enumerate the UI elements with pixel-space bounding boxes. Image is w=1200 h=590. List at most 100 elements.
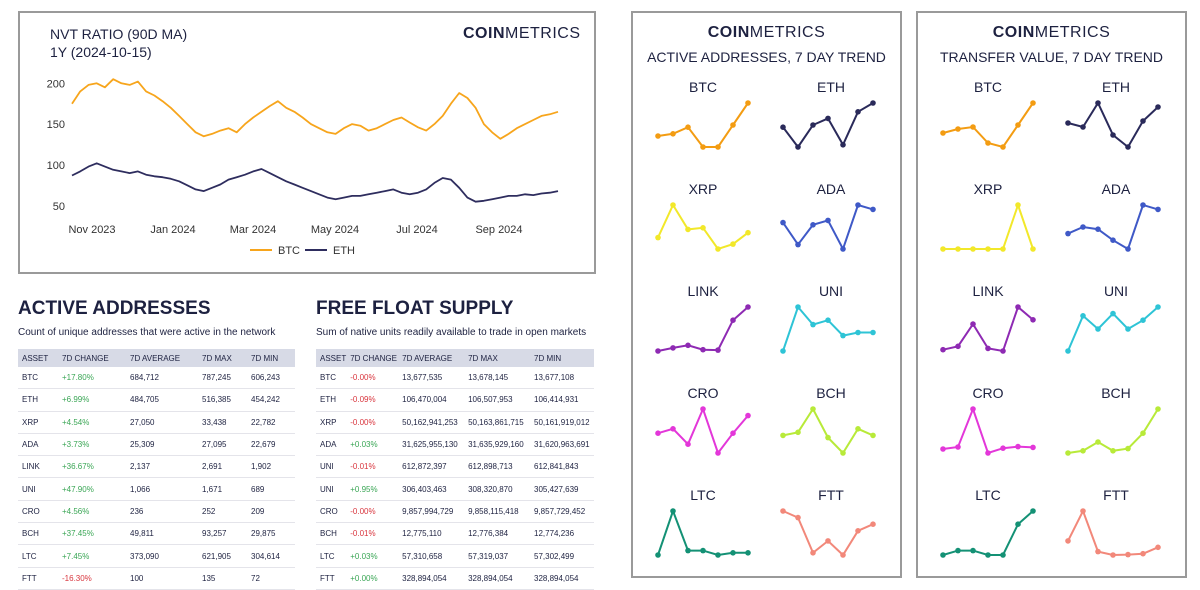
change-cell: +4.56% [58,500,126,524]
value-cell: 606,243 [247,367,295,390]
sparkline-point [1125,551,1131,558]
sparkline-point [970,246,976,252]
table-row: LTC +0.03% 57,310,658 57,319,037 57,302,499 [316,544,594,568]
value-cell: 57,302,499 [530,544,594,568]
sparkline-point [685,342,691,349]
asset-cell: ETH [18,388,58,412]
change-cell: -0.01% [346,455,399,479]
x-tick-label: Jul 2024 [396,224,438,236]
asset-cell: ADA [316,433,347,457]
sparkline-point [670,426,676,432]
table-row: FTT -16.30% 100 135 72 [18,567,295,590]
sparkline-point [1140,430,1146,437]
sparkline-point [1065,348,1071,354]
asset-cell: LTC [316,544,347,568]
value-cell: 612,841,843 [530,455,594,479]
sparkline-point [745,304,751,310]
sparkline-point [1155,104,1161,110]
sparkline-point [700,225,706,231]
change-cell: +0.95% [346,477,399,501]
sparkline-point [1080,448,1086,454]
sparkline-point [1015,122,1021,128]
sparkline-point [1030,444,1036,451]
asset-cell: CRO [316,500,347,524]
sparkline-point [780,508,786,514]
sparkline-point [655,234,661,241]
value-cell: 31,620,963,691 [530,433,594,457]
sparkline-label: BCH [1101,385,1131,401]
sparkline-line [657,306,749,352]
sparkline-point [700,346,706,353]
sparkline-point [1095,326,1101,332]
sparkline-line [1067,508,1159,557]
sparkline-point [745,550,751,556]
sparkline-point [655,430,661,437]
sparkline-point [970,321,976,327]
sparkline-point [855,528,861,534]
sparkline-point [715,246,721,252]
sparkline-point [825,217,831,224]
sparkline-point [730,550,736,556]
column-header: 7D AVERAGE [126,349,198,367]
sparkline-label: UNI [819,283,843,299]
nvt-ratio-panel: NVT RATIO (90D MA) 1Y (2024-10-15) COINM… [18,11,596,274]
legend-label: BTC [278,245,300,257]
table-row: CRO +4.56% 236 252 209 [18,500,295,524]
value-cell: 328,894,054 [398,567,465,590]
value-cell: 373,090 [126,544,198,568]
y-tick-label: 150 [47,119,65,131]
sparkline-point [700,144,706,150]
sparkline-point [810,550,816,556]
sparkline-point [955,444,961,450]
table-row: BTC -0.00% 13,677,535 13,678,145 13,677,108 [316,367,594,390]
column-header: 7D MAX [464,349,530,367]
change-cell: +47.90% [58,477,126,501]
sparkline-point [795,429,801,436]
sparkline-point [1030,317,1036,323]
sparkline-point [685,547,691,554]
sparkline-point [955,547,961,554]
x-tick-label: May 2024 [311,224,359,236]
value-cell: 33,438 [198,411,247,434]
sparkline-point [940,346,946,353]
sparkline-point [1125,445,1131,452]
y-tick-label: 50 [53,201,65,213]
sparkline-point [870,329,876,336]
column-header: 7D MIN [530,349,594,367]
sparkline-label: CRO [687,385,718,401]
asset-cell: FTT [316,567,347,590]
y-tick-label: 200 [47,78,65,90]
sparkline-point [1095,100,1101,106]
sparkline-label: LINK [972,283,1004,299]
value-cell: 22,679 [247,433,295,457]
change-cell: -16.30% [58,567,126,590]
sparkline-point [870,206,876,213]
sparkline-point [840,246,846,252]
sparkline-point [715,347,721,353]
sparkline-label: ETH [1102,79,1130,95]
sparkline-label: LTC [690,487,715,503]
sparkline-point [1065,450,1071,456]
sparkline-point [1065,120,1071,126]
sparkline-point [685,441,691,448]
table-row: BCH +37.45% 49,811 93,257 29,875 [18,522,295,546]
asset-cell: UNI [316,477,347,501]
nvt-chart-title: NVT RATIO (90D MA) 1Y (2024-10-15) [50,25,187,61]
value-cell: 612,898,713 [464,455,530,479]
sparkline-label: XRP [974,181,1003,197]
sparkline-point [1110,310,1116,317]
table-row: UNI +0.95% 306,403,463 308,320,870 305,427,6… [316,477,594,501]
change-cell: +4.54% [58,411,126,434]
sparkline-point [780,124,786,130]
value-cell: 49,811 [126,522,198,546]
x-tick-label: Mar 2024 [230,224,276,236]
table-row: LTC +7.45% 373,090 621,905 304,614 [18,544,295,568]
value-cell: 328,894,054 [530,567,594,590]
sparkline-point [940,552,946,558]
sparkline-point [810,406,816,412]
sparkline-point [985,345,991,352]
sparkline-point [1030,246,1036,252]
table-row: UNI +47.90% 1,066 1,671 689 [18,477,295,501]
asset-cell: BCH [316,522,347,546]
asset-cell: BCH [18,522,58,546]
